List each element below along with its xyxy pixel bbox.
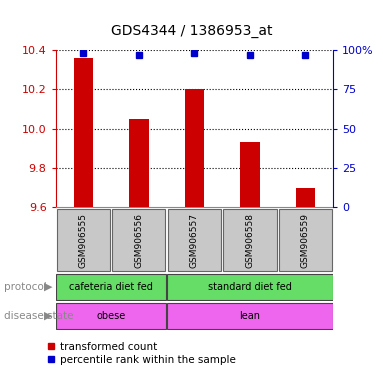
- Bar: [279, 209, 332, 271]
- Text: disease state: disease state: [4, 311, 73, 321]
- Text: ▶: ▶: [44, 311, 52, 321]
- Bar: [74, 58, 93, 207]
- Text: protocol: protocol: [4, 282, 47, 292]
- Bar: [56, 303, 166, 329]
- Bar: [57, 209, 110, 271]
- Text: standard diet fed: standard diet fed: [208, 282, 292, 292]
- Bar: [167, 274, 333, 300]
- Text: obese: obese: [97, 311, 126, 321]
- Text: GSM906557: GSM906557: [190, 212, 199, 268]
- Text: ▶: ▶: [44, 282, 52, 292]
- Bar: [240, 142, 260, 207]
- Bar: [168, 209, 221, 271]
- Text: GSM906555: GSM906555: [79, 212, 88, 268]
- Text: lean: lean: [239, 311, 260, 321]
- Text: cafeteria diet fed: cafeteria diet fed: [69, 282, 153, 292]
- Text: GSM906559: GSM906559: [301, 212, 310, 268]
- Legend: transformed count, percentile rank within the sample: transformed count, percentile rank withi…: [44, 338, 240, 369]
- Text: GDS4344 / 1386953_at: GDS4344 / 1386953_at: [111, 25, 272, 38]
- Bar: [223, 209, 277, 271]
- Bar: [167, 303, 333, 329]
- Bar: [129, 119, 149, 207]
- Bar: [112, 209, 165, 271]
- Text: GSM906556: GSM906556: [134, 212, 143, 268]
- Bar: [185, 89, 204, 207]
- Bar: [296, 188, 315, 207]
- Text: GSM906558: GSM906558: [246, 212, 254, 268]
- Bar: [56, 274, 166, 300]
